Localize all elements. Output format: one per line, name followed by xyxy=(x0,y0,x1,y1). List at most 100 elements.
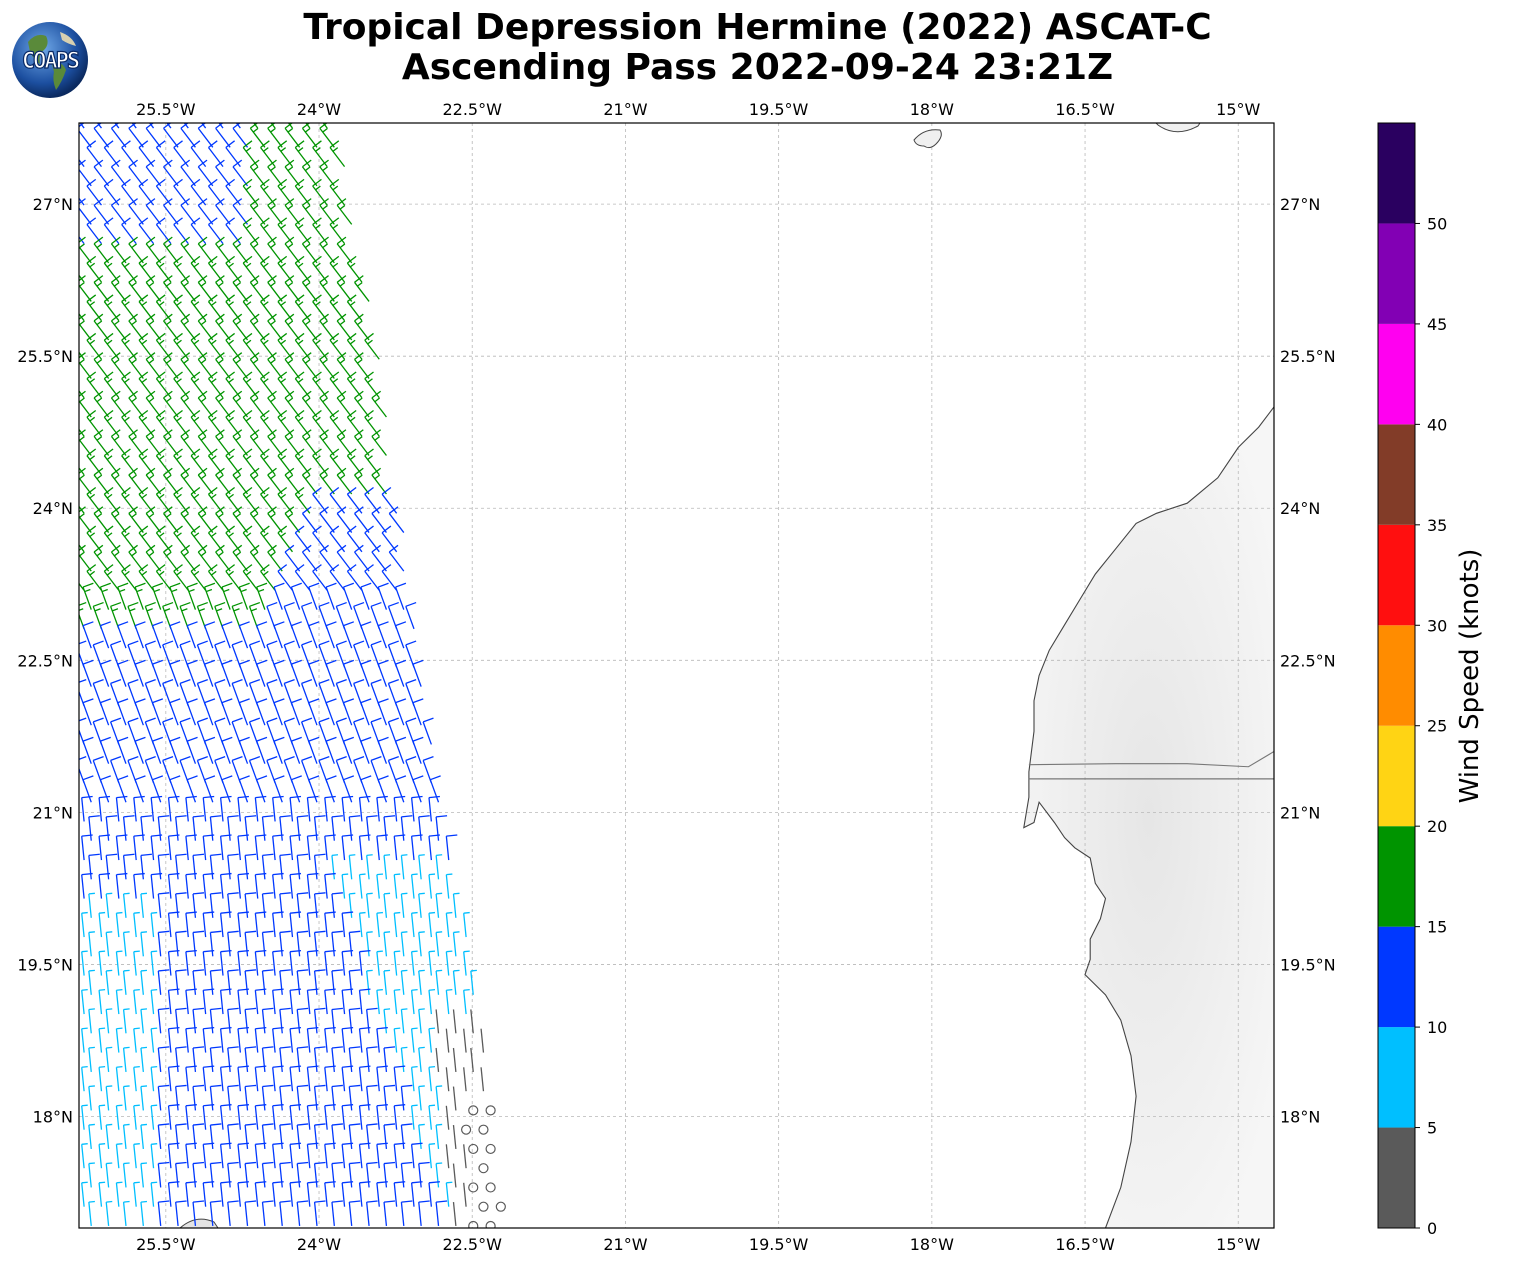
wind-barb xyxy=(284,313,301,341)
barb-staff xyxy=(319,358,335,379)
barb-staff xyxy=(88,1086,92,1111)
barb-half-flag xyxy=(228,455,234,461)
barb-half-flag xyxy=(228,493,234,499)
barb-staff xyxy=(105,816,110,841)
barb-staff xyxy=(93,551,110,572)
wind-barb xyxy=(215,313,231,341)
barb-flag xyxy=(163,275,173,283)
barb-staff xyxy=(383,1124,388,1149)
wind-barb xyxy=(140,815,152,841)
barb-staff xyxy=(110,320,127,341)
wind-barb xyxy=(290,582,302,610)
barb-half-flag xyxy=(200,397,207,403)
barb-flag xyxy=(70,565,79,572)
barb-staff xyxy=(296,893,301,918)
barb-staff xyxy=(272,951,276,976)
wind-barb xyxy=(98,1066,106,1092)
barb-half-flag xyxy=(411,911,418,914)
barb-staff xyxy=(360,702,370,726)
wind-barb xyxy=(377,659,389,687)
barb-staff xyxy=(318,683,328,707)
barb-staff xyxy=(256,625,266,649)
wind-barb xyxy=(179,756,191,784)
wind-barb xyxy=(370,601,382,630)
barb-flag xyxy=(190,564,201,572)
wind-barb xyxy=(261,853,274,880)
barb-flag xyxy=(307,872,319,876)
barb-staff xyxy=(301,436,318,456)
barb-flag xyxy=(93,275,104,283)
barb-half-flag xyxy=(270,436,276,441)
barb-half-flag xyxy=(141,532,148,538)
barb-flag xyxy=(260,564,270,572)
barb-staff xyxy=(238,663,249,687)
wind-barb xyxy=(435,815,448,841)
barb-staff xyxy=(190,570,207,591)
barb-half-flag xyxy=(339,204,346,210)
barb-staff xyxy=(324,951,328,976)
colorbar-segment xyxy=(1378,524,1415,626)
wind-barb xyxy=(324,834,336,861)
wind-barb xyxy=(272,1181,284,1207)
barb-staff xyxy=(342,702,353,726)
barb-flag xyxy=(210,1200,222,1203)
wind-barb xyxy=(300,678,313,707)
barb-staff xyxy=(289,1105,294,1130)
barb-staff xyxy=(163,397,179,418)
wind-barb xyxy=(405,678,417,707)
barb-half-flag xyxy=(106,378,113,383)
barb-staff xyxy=(319,397,335,418)
barb-staff xyxy=(244,1047,249,1072)
barb-flag xyxy=(364,448,374,457)
wind-barb xyxy=(99,582,111,610)
barb-flag xyxy=(180,123,189,129)
barb-flag xyxy=(237,834,249,837)
barb-half-flag xyxy=(96,359,103,364)
wind-barb xyxy=(88,1085,95,1111)
barb-staff xyxy=(289,874,294,899)
barb-staff xyxy=(383,1047,388,1072)
wind-barb xyxy=(219,1104,232,1130)
barb-flag xyxy=(307,1065,319,1068)
barb-flag xyxy=(291,659,302,665)
wind-barb xyxy=(105,892,113,918)
wind-barb xyxy=(267,544,283,572)
barb-staff xyxy=(405,683,415,707)
barb-flag xyxy=(162,601,174,607)
barb-staff xyxy=(88,1202,92,1227)
wind-barb xyxy=(273,659,285,687)
wind-barb xyxy=(319,467,335,495)
barb-staff xyxy=(383,1163,388,1188)
wind-barb xyxy=(306,795,319,822)
barb-flag xyxy=(173,564,183,572)
barb-flag xyxy=(168,949,180,953)
barb-half-flag xyxy=(200,513,207,518)
wind-barb xyxy=(248,601,261,630)
wind-barb xyxy=(163,198,179,225)
wind-barb xyxy=(98,950,106,976)
barb-half-flag xyxy=(383,1008,391,1011)
barb-staff xyxy=(185,1144,189,1169)
barb-flag xyxy=(121,448,131,457)
barb-staff xyxy=(215,204,231,225)
barb-staff xyxy=(244,970,249,995)
barb-flag xyxy=(86,332,97,341)
barb-staff xyxy=(237,1182,242,1207)
wind-barb xyxy=(237,1142,249,1169)
barb-half-flag xyxy=(72,302,77,306)
barb-flag xyxy=(319,236,329,245)
barb-half-flag xyxy=(81,950,88,953)
barb-flag xyxy=(185,834,197,837)
wind-barb xyxy=(221,736,233,764)
barb-flag xyxy=(86,255,97,264)
barb-half-flag xyxy=(133,988,140,991)
barb-flag xyxy=(336,717,347,723)
barb-flag xyxy=(210,1161,222,1165)
barb-staff xyxy=(82,625,92,649)
wind-barb xyxy=(145,352,162,379)
barb-flag xyxy=(173,294,183,303)
barb-staff xyxy=(117,702,127,726)
wind-barb xyxy=(353,601,365,630)
barb-staff xyxy=(405,644,415,668)
barb-staff xyxy=(98,836,103,861)
